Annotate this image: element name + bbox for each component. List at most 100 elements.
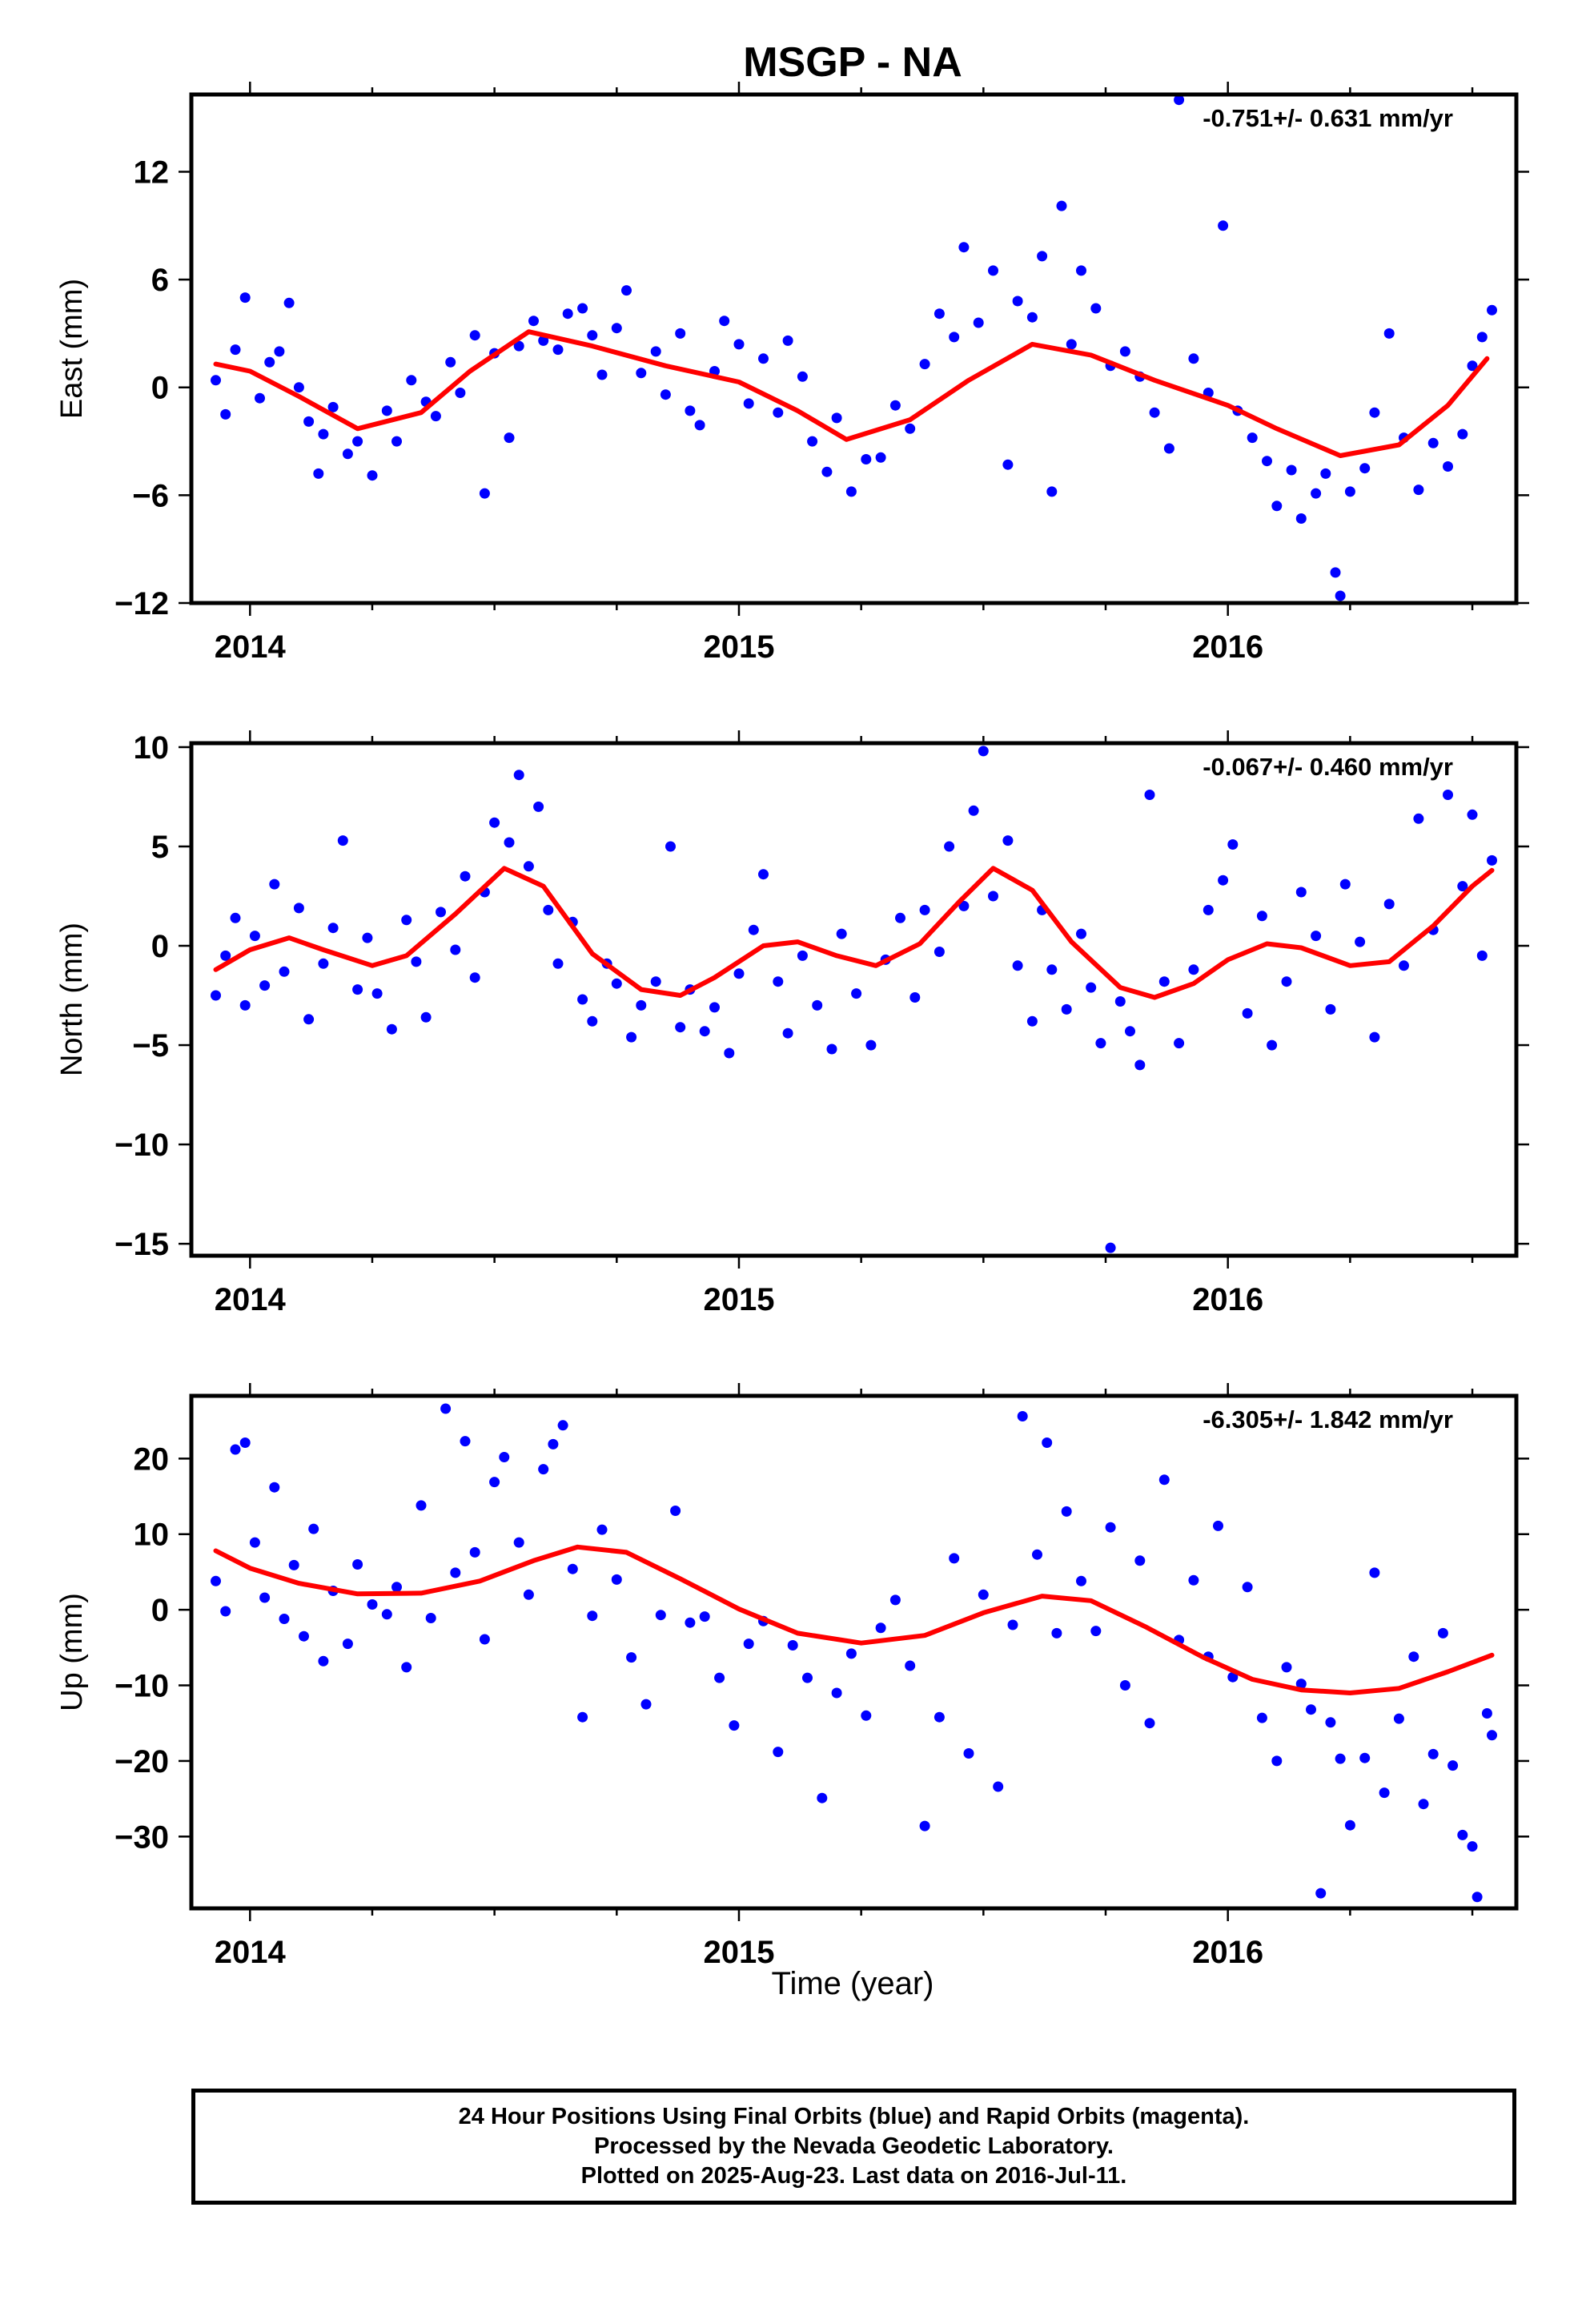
data-point (1335, 590, 1346, 601)
data-point (1467, 1841, 1478, 1852)
data-point (1056, 200, 1067, 211)
data-point (949, 332, 960, 343)
data-point (845, 1648, 857, 1659)
data-point (220, 1606, 231, 1617)
y-tick-label: 6 (151, 263, 169, 298)
data-point (1090, 303, 1102, 314)
data-point (239, 292, 251, 304)
data-point (279, 1614, 290, 1624)
data-point (963, 1748, 974, 1759)
data-point (411, 956, 422, 967)
y-tick-label: 0 (151, 371, 169, 406)
data-point (919, 1820, 930, 1831)
data-point (513, 340, 524, 352)
y-tick-label: 20 (134, 1441, 170, 1477)
data-point (1114, 996, 1126, 1007)
data-point (1242, 1582, 1253, 1593)
data-point (543, 904, 554, 915)
data-point (1256, 1712, 1267, 1723)
data-point (489, 817, 500, 828)
x-tick-label: 2016 (1192, 1935, 1263, 1970)
data-point (337, 835, 348, 846)
fit-curve (213, 329, 1490, 458)
data-point (1061, 1003, 1072, 1015)
data-point (861, 1710, 872, 1721)
data-point (1369, 407, 1380, 418)
data-point (440, 1403, 452, 1414)
data-point (905, 423, 916, 434)
data-point (626, 1031, 637, 1043)
y-tick-label: −6 (132, 478, 169, 513)
data-point (636, 999, 647, 1011)
rate-label: -0.751+/- 0.631 mm/yr (1203, 104, 1453, 132)
rate-label: -0.067+/- 0.460 mm/yr (1203, 753, 1453, 781)
data-point (1174, 94, 1185, 106)
data-point (650, 976, 661, 987)
data-point (259, 980, 271, 991)
data-point (327, 923, 339, 934)
data-point (1247, 432, 1258, 444)
data-point (562, 308, 573, 320)
data-point (469, 972, 480, 983)
data-point (1481, 1708, 1492, 1719)
data-point (1163, 443, 1174, 454)
y-tick-label: 0 (151, 1593, 169, 1628)
data-point (1487, 854, 1497, 866)
data-point (1330, 567, 1341, 578)
data-point (993, 1781, 1004, 1792)
east-panel: 2014 2015 2016 12 6 0 −6 −12 East (mm) -0.751+/- … (55, 82, 1529, 665)
data-point (445, 356, 456, 368)
data-point (865, 1039, 877, 1051)
data-point (1144, 1718, 1155, 1729)
data-point (1174, 1038, 1185, 1049)
data-point (288, 1559, 299, 1570)
data-point (1427, 437, 1439, 448)
data-point (1227, 1671, 1239, 1683)
data-point (733, 339, 745, 350)
data-point (1325, 1717, 1336, 1728)
data-point (670, 1506, 681, 1516)
data-point (1467, 360, 1478, 372)
data-point (249, 1537, 260, 1548)
data-point (1359, 1752, 1371, 1763)
data-point (274, 346, 285, 357)
data-point (909, 992, 921, 1003)
data-point (626, 1652, 637, 1663)
data-point (1315, 1888, 1327, 1899)
data-point (455, 388, 466, 398)
data-point (758, 353, 769, 364)
data-point (1335, 1753, 1346, 1764)
data-point (978, 1589, 989, 1600)
y-tick-label: −5 (132, 1028, 169, 1063)
data-point (1119, 1680, 1130, 1691)
rate-label: -6.305+/- 1.842 mm/yr (1203, 1405, 1453, 1433)
data-point (211, 375, 221, 386)
data-point (1369, 1567, 1380, 1578)
data-point (318, 1655, 329, 1667)
data-point (567, 1563, 578, 1574)
data-point (919, 904, 930, 915)
data-point (1042, 1437, 1053, 1448)
data-point (934, 1711, 945, 1723)
data-point (239, 999, 251, 1011)
data-point (1002, 459, 1014, 470)
data-point (724, 1047, 735, 1059)
north-panel: 2014 2015 2016 10 5 0 −5 −10 −15 North (mm) -0.067… (55, 730, 1529, 1317)
data-point (352, 436, 363, 447)
data-point (450, 1567, 461, 1578)
data-point (538, 335, 549, 346)
data-point (538, 1464, 549, 1475)
data-point (342, 1638, 353, 1650)
data-point (782, 1027, 793, 1039)
data-point (1383, 899, 1395, 910)
data-point (230, 912, 241, 923)
data-point (367, 470, 378, 481)
y-tick-label: −30 (114, 1819, 169, 1855)
data-point (650, 346, 661, 357)
data-point (391, 436, 402, 447)
x-tick-label: 2014 (215, 1282, 287, 1317)
data-point (430, 411, 441, 422)
data-point (836, 928, 847, 939)
y-axis-label: East (mm) (55, 279, 89, 419)
y-tick-label: 10 (134, 730, 170, 766)
